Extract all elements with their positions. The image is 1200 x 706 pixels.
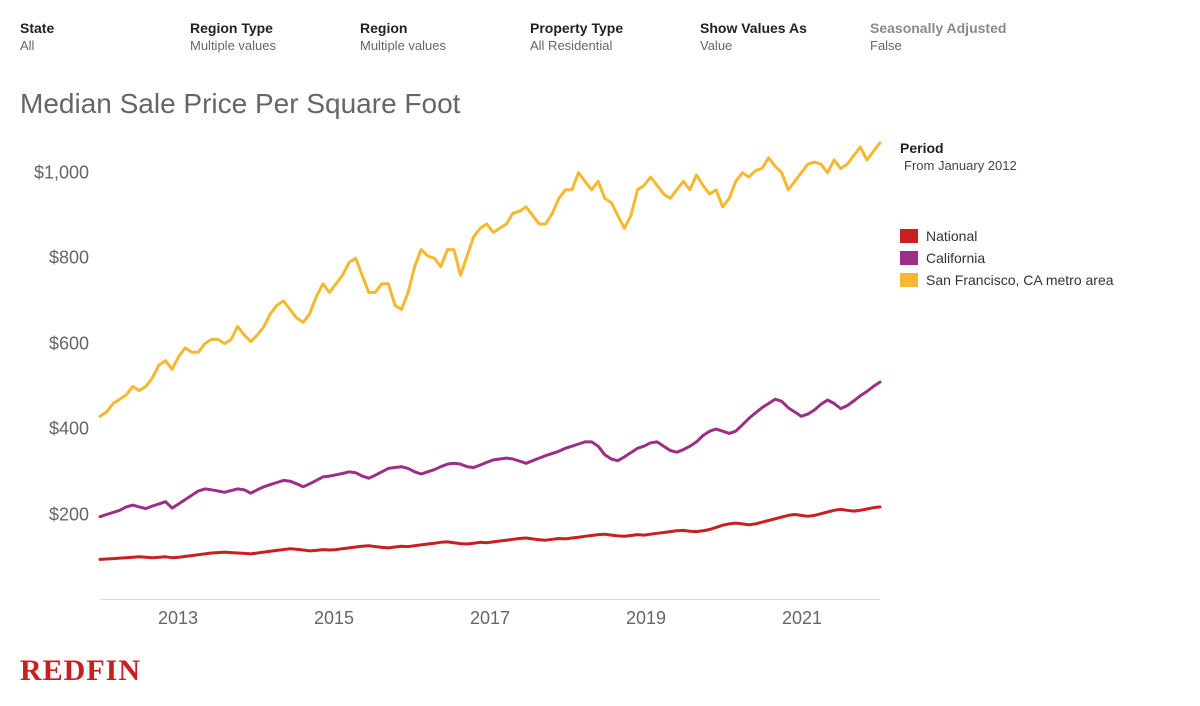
legend-swatch (900, 273, 918, 287)
series-line (100, 143, 880, 417)
chart-area: $200$400$600$800$1,000 20132015201720192… (20, 130, 890, 640)
filter-5[interactable]: Seasonally Adjusted False (870, 20, 1006, 53)
legend-item-2[interactable]: San Francisco, CA metro area (900, 272, 1190, 288)
series-line (100, 382, 880, 517)
y-tick: $1,000 (19, 162, 89, 183)
x-tick: 2013 (158, 608, 198, 629)
period-label: Period (900, 140, 1190, 156)
filter-0[interactable]: State All (20, 20, 140, 53)
legend-label: California (926, 250, 985, 266)
filter-value: All Residential (530, 38, 650, 53)
y-tick: $400 (19, 419, 89, 440)
filter-value: False (870, 38, 1006, 53)
legend-item-1[interactable]: California (900, 250, 1190, 266)
redfin-logo: REDFIN (20, 654, 141, 688)
legend-label: San Francisco, CA metro area (926, 272, 1114, 288)
side-panel: Period From January 2012 National Califor… (900, 140, 1190, 294)
filter-value: Multiple values (360, 38, 480, 53)
series-line (100, 507, 880, 560)
x-tick: 2019 (626, 608, 666, 629)
period-value: From January 2012 (900, 158, 1190, 173)
filter-3[interactable]: Property Type All Residential (530, 20, 650, 53)
filter-value: Value (700, 38, 820, 53)
x-tick: 2017 (470, 608, 510, 629)
filter-value: All (20, 38, 140, 53)
filter-label: Property Type (530, 20, 650, 36)
legend-label: National (926, 228, 977, 244)
filter-label: State (20, 20, 140, 36)
x-tick: 2015 (314, 608, 354, 629)
y-axis: $200 $400 $600 $800 $1,000 (20, 130, 95, 640)
plot-area (100, 130, 880, 600)
x-tick: 2021 (782, 608, 822, 629)
chart-title: Median Sale Price Per Square Foot (0, 53, 1200, 120)
filter-bar: StateAllRegion TypeMultiple valuesRegion… (0, 0, 1200, 53)
filter-1[interactable]: Region Type Multiple values (190, 20, 310, 53)
filter-4[interactable]: Show Values As Value (700, 20, 820, 53)
y-tick: $800 (19, 248, 89, 269)
legend-swatch (900, 251, 918, 265)
x-axis: 2013 2015 2017 2019 2021 (100, 608, 880, 638)
legend-swatch (900, 229, 918, 243)
filter-label: Seasonally Adjusted (870, 20, 1006, 36)
filter-label: Region (360, 20, 480, 36)
filter-label: Show Values As (700, 20, 820, 36)
chart-svg (100, 130, 880, 600)
filter-label: Region Type (190, 20, 310, 36)
filter-2[interactable]: Region Multiple values (360, 20, 480, 53)
filter-value: Multiple values (190, 38, 310, 53)
y-tick: $600 (19, 333, 89, 354)
y-tick: $200 (19, 504, 89, 525)
legend-item-0[interactable]: National (900, 228, 1190, 244)
legend: National California San Francisco, CA metr… (900, 228, 1190, 288)
